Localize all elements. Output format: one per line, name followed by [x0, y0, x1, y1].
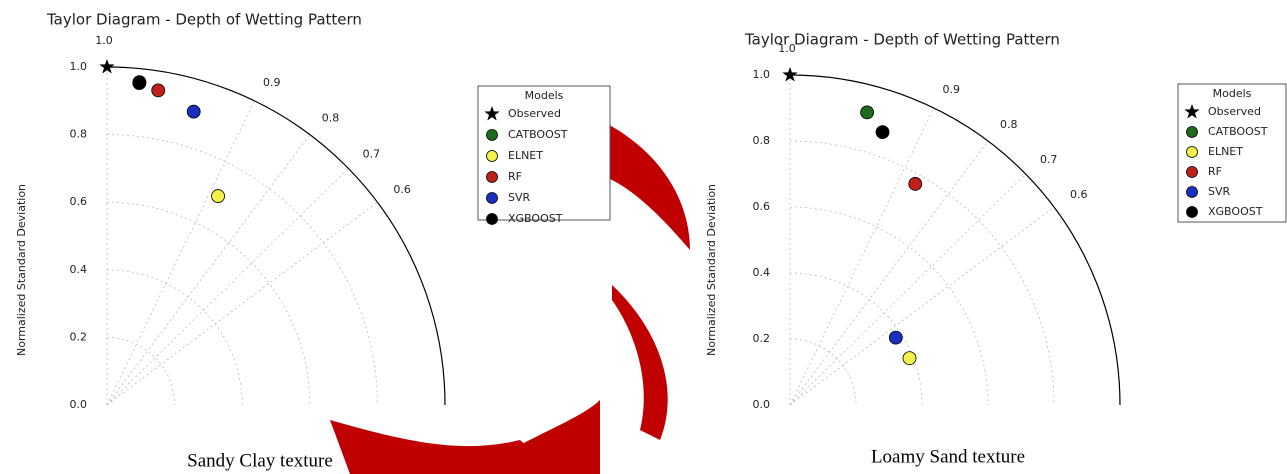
corr-grid-line	[107, 101, 254, 405]
legend-label: XGBOOST	[508, 212, 563, 225]
y-tick-label: 0.8	[70, 128, 88, 141]
y-tick-label: 0.4	[70, 263, 88, 276]
y-tick-label: 0.8	[753, 134, 771, 147]
corr-tick-label: 1.0	[778, 42, 796, 55]
model-point	[903, 352, 916, 365]
corr-grid-line	[790, 207, 1054, 405]
legend-marker	[487, 193, 498, 204]
legend-label: Observed	[508, 107, 561, 120]
legend-label: SVR	[1208, 185, 1231, 198]
y-tick-label: 0.6	[70, 195, 88, 208]
y-axis-label: Normalized Standard Deviation	[705, 184, 718, 356]
std-grid-arc	[107, 270, 242, 405]
legend-label: ELNET	[1208, 145, 1243, 158]
legend-label: Observed	[1208, 105, 1261, 118]
corr-grid-line	[790, 174, 1026, 405]
corr-tick-label: 0.8	[1000, 118, 1018, 131]
y-tick-label: 1.0	[70, 60, 88, 73]
page: {"chart_data": [ {"type": "taylor", "tit…	[0, 0, 1287, 474]
legend-title: Models	[1213, 87, 1252, 100]
legend-title: Models	[525, 89, 564, 102]
std-grid-arc	[107, 337, 175, 405]
model-point	[876, 126, 889, 139]
legend-label: CATBOOST	[508, 128, 568, 141]
corr-tick-label: 0.6	[393, 183, 411, 196]
legend-marker	[1187, 187, 1198, 198]
model-point	[152, 84, 165, 97]
std-grid-arc	[790, 339, 856, 405]
legend-marker	[487, 172, 498, 183]
corr-tick-label: 0.9	[943, 83, 961, 96]
y-tick-label: 1.0	[753, 68, 771, 81]
corr-tick-label: 0.6	[1070, 188, 1088, 201]
model-point	[889, 331, 902, 344]
legend-label: CATBOOST	[1208, 125, 1268, 138]
model-point	[187, 105, 200, 118]
corr-grid-line	[107, 168, 348, 405]
figure: Taylor Diagram - Depth of Wetting Patter…	[0, 0, 1287, 474]
y-axis-label: Normalized Standard Deviation	[15, 184, 28, 356]
legend-marker	[1187, 207, 1198, 218]
observed-point	[99, 59, 114, 74]
legend-marker	[1187, 147, 1198, 158]
model-point	[212, 190, 225, 203]
caption: Loamy Sand texture	[871, 446, 1025, 467]
model-point	[133, 77, 146, 90]
legend-marker	[1187, 167, 1198, 178]
legend-marker	[487, 214, 498, 225]
taylor-diagram: Taylor Diagram - Depth of Wetting Patter…	[15, 11, 610, 472]
std-grid-arc	[790, 141, 1054, 405]
std-grid-arc	[107, 202, 310, 405]
chart-title: Taylor Diagram - Depth of Wetting Patter…	[46, 11, 362, 29]
y-tick-label: 0.0	[70, 398, 88, 411]
y-tick-label: 0.0	[753, 398, 771, 411]
corr-tick-label: 0.7	[1040, 153, 1058, 166]
corr-grid-line	[790, 141, 988, 405]
legend-label: XGBOOST	[1208, 205, 1263, 218]
caption: Sandy Clay texture	[187, 450, 333, 471]
legend-marker	[1187, 127, 1198, 138]
model-point	[861, 106, 874, 119]
corr-grid-line	[107, 135, 310, 405]
outer-arc	[790, 75, 1120, 405]
legend-marker	[487, 130, 498, 141]
corr-tick-label: 0.8	[322, 112, 340, 125]
std-grid-arc	[790, 207, 988, 405]
taylor-diagram: Taylor Diagram - Depth of Wetting Patter…	[705, 31, 1286, 468]
corr-tick-label: 0.9	[263, 76, 281, 89]
corr-tick-label: 0.7	[363, 147, 381, 160]
outer-arc	[107, 67, 445, 405]
y-tick-label: 0.2	[70, 330, 88, 343]
legend-label: ELNET	[508, 149, 543, 162]
corr-grid-line	[107, 202, 377, 405]
legend-label: RF	[1208, 165, 1222, 178]
model-point	[909, 177, 922, 190]
legend-label: RF	[508, 170, 522, 183]
y-tick-label: 0.2	[753, 332, 771, 345]
y-tick-label: 0.4	[753, 266, 771, 279]
legend-label: SVR	[508, 191, 531, 204]
legend-marker	[487, 151, 498, 162]
corr-tick-label: 1.0	[95, 34, 113, 47]
std-grid-arc	[107, 135, 377, 405]
y-tick-label: 0.6	[753, 200, 771, 213]
